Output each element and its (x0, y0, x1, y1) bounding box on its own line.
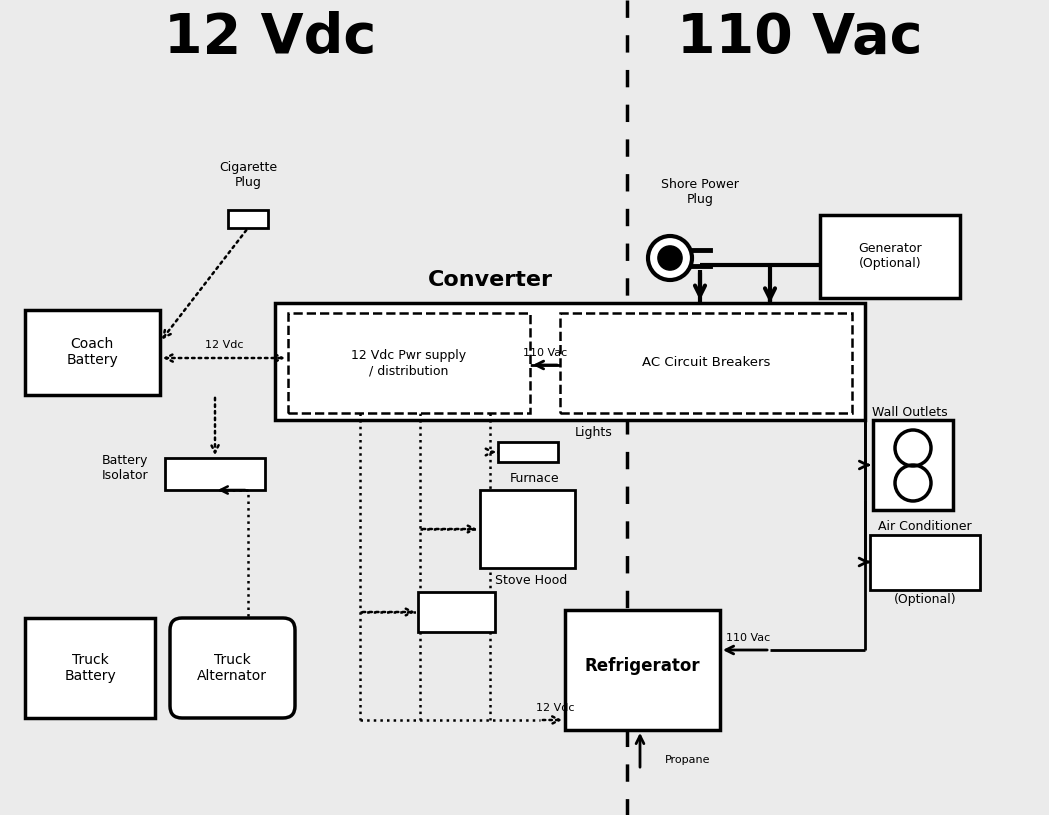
Text: Propane: Propane (665, 755, 710, 765)
Circle shape (648, 236, 692, 280)
Text: 110 Vac: 110 Vac (522, 348, 568, 358)
FancyBboxPatch shape (480, 490, 575, 568)
FancyBboxPatch shape (418, 592, 495, 632)
Text: Coach
Battery: Coach Battery (66, 337, 117, 367)
FancyBboxPatch shape (565, 610, 720, 730)
FancyBboxPatch shape (275, 303, 865, 420)
Text: (Optional): (Optional) (894, 593, 957, 606)
FancyBboxPatch shape (25, 618, 155, 718)
FancyBboxPatch shape (288, 313, 530, 413)
FancyBboxPatch shape (820, 215, 960, 298)
FancyBboxPatch shape (873, 420, 952, 510)
Text: Battery
Isolator: Battery Isolator (102, 454, 148, 482)
Text: Air Conditioner: Air Conditioner (878, 521, 971, 534)
FancyBboxPatch shape (25, 310, 160, 395)
Text: 12 Vdc: 12 Vdc (205, 340, 243, 350)
Text: Shore Power
Plug: Shore Power Plug (661, 178, 738, 206)
FancyBboxPatch shape (560, 313, 852, 413)
Text: Truck
Battery: Truck Battery (64, 653, 115, 683)
FancyBboxPatch shape (228, 210, 267, 228)
Text: 110 Vac: 110 Vac (726, 633, 770, 643)
FancyBboxPatch shape (165, 458, 265, 490)
Text: Refrigerator: Refrigerator (584, 657, 700, 675)
Text: Generator
(Optional): Generator (Optional) (858, 242, 922, 270)
Text: 110 Vac: 110 Vac (678, 11, 923, 65)
Text: Truck
Alternator: Truck Alternator (197, 653, 267, 683)
Text: Converter: Converter (428, 270, 553, 290)
Text: Lights: Lights (575, 425, 613, 438)
Circle shape (658, 246, 682, 270)
Text: Wall Outlets: Wall Outlets (872, 407, 948, 420)
Text: 12 Vdc Pwr supply
/ distribution: 12 Vdc Pwr supply / distribution (351, 349, 467, 377)
Text: Furnace: Furnace (510, 472, 559, 484)
Text: Stove Hood: Stove Hood (495, 574, 568, 587)
FancyBboxPatch shape (870, 535, 980, 590)
FancyBboxPatch shape (170, 618, 295, 718)
Text: AC Circuit Breakers: AC Circuit Breakers (642, 356, 770, 369)
FancyBboxPatch shape (498, 442, 558, 462)
Text: 12 Vdc: 12 Vdc (536, 703, 574, 713)
Text: 12 Vdc: 12 Vdc (164, 11, 377, 65)
Text: Cigarette
Plug: Cigarette Plug (219, 161, 277, 189)
